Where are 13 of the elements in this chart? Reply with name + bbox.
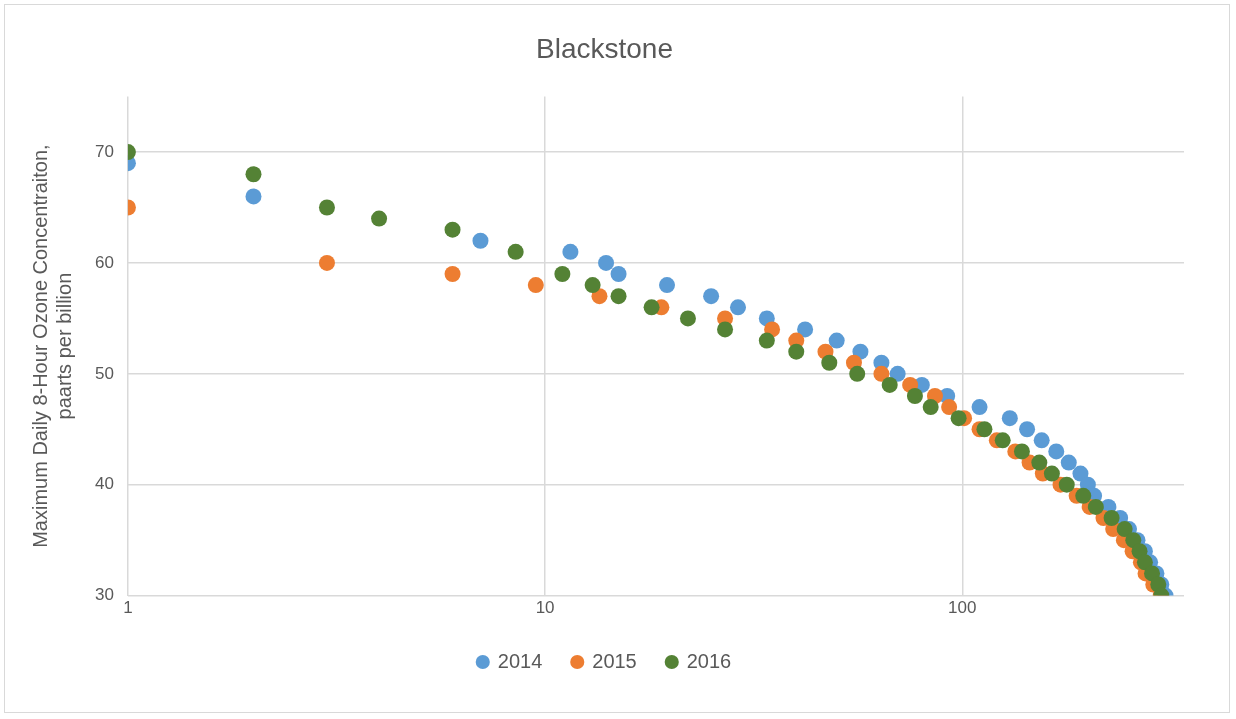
x-tick-label: 10 xyxy=(535,598,555,618)
y-tick-label: 70 xyxy=(94,141,114,161)
y-axis-title: Maximum Daily 8-Hour Ozone Concentraiton, paarts per billion xyxy=(28,144,75,548)
legend-label: 2014 xyxy=(497,649,543,672)
x-tick-label: 1 xyxy=(123,598,133,618)
legend-label: 2016 xyxy=(686,649,732,672)
legend-label: 2015 xyxy=(592,649,637,672)
chart-title: Blackstone xyxy=(536,32,673,64)
x-tick-label: 100 xyxy=(948,598,977,618)
y-tick-label: 50 xyxy=(94,363,114,383)
y-tick-label: 60 xyxy=(94,252,114,272)
y-tick-label: 30 xyxy=(94,585,114,605)
y-tick-label: 40 xyxy=(94,474,114,494)
